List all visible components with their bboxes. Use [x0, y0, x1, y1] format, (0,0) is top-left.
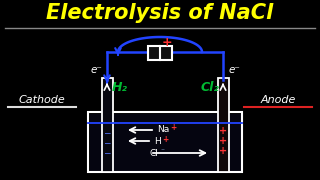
Text: −: −	[103, 138, 111, 147]
Text: +: +	[219, 136, 227, 146]
Text: Electrolysis of NaCl: Electrolysis of NaCl	[46, 3, 274, 23]
Text: +: +	[219, 126, 227, 136]
Bar	[218, 78, 228, 172]
Text: ⁻: ⁻	[160, 147, 164, 156]
Text: −: −	[103, 148, 111, 158]
Bar	[90, 114, 241, 170]
Text: +: +	[219, 146, 227, 156]
Text: −: −	[103, 129, 111, 138]
Text: Cl₂: Cl₂	[201, 80, 220, 93]
Text: Na: Na	[157, 125, 169, 134]
Text: e⁻: e⁻	[228, 65, 240, 75]
Text: +: +	[170, 123, 176, 132]
Text: H: H	[154, 136, 161, 145]
Bar	[88, 112, 242, 172]
Bar	[148, 46, 172, 60]
Text: +: +	[162, 134, 168, 143]
Text: Cl: Cl	[150, 148, 159, 158]
Text: Anode: Anode	[260, 95, 296, 105]
Text: Cathode: Cathode	[19, 95, 65, 105]
Text: H₂: H₂	[112, 80, 128, 93]
Text: +: +	[162, 35, 172, 48]
Bar	[101, 78, 113, 172]
Text: e⁻: e⁻	[90, 65, 102, 75]
